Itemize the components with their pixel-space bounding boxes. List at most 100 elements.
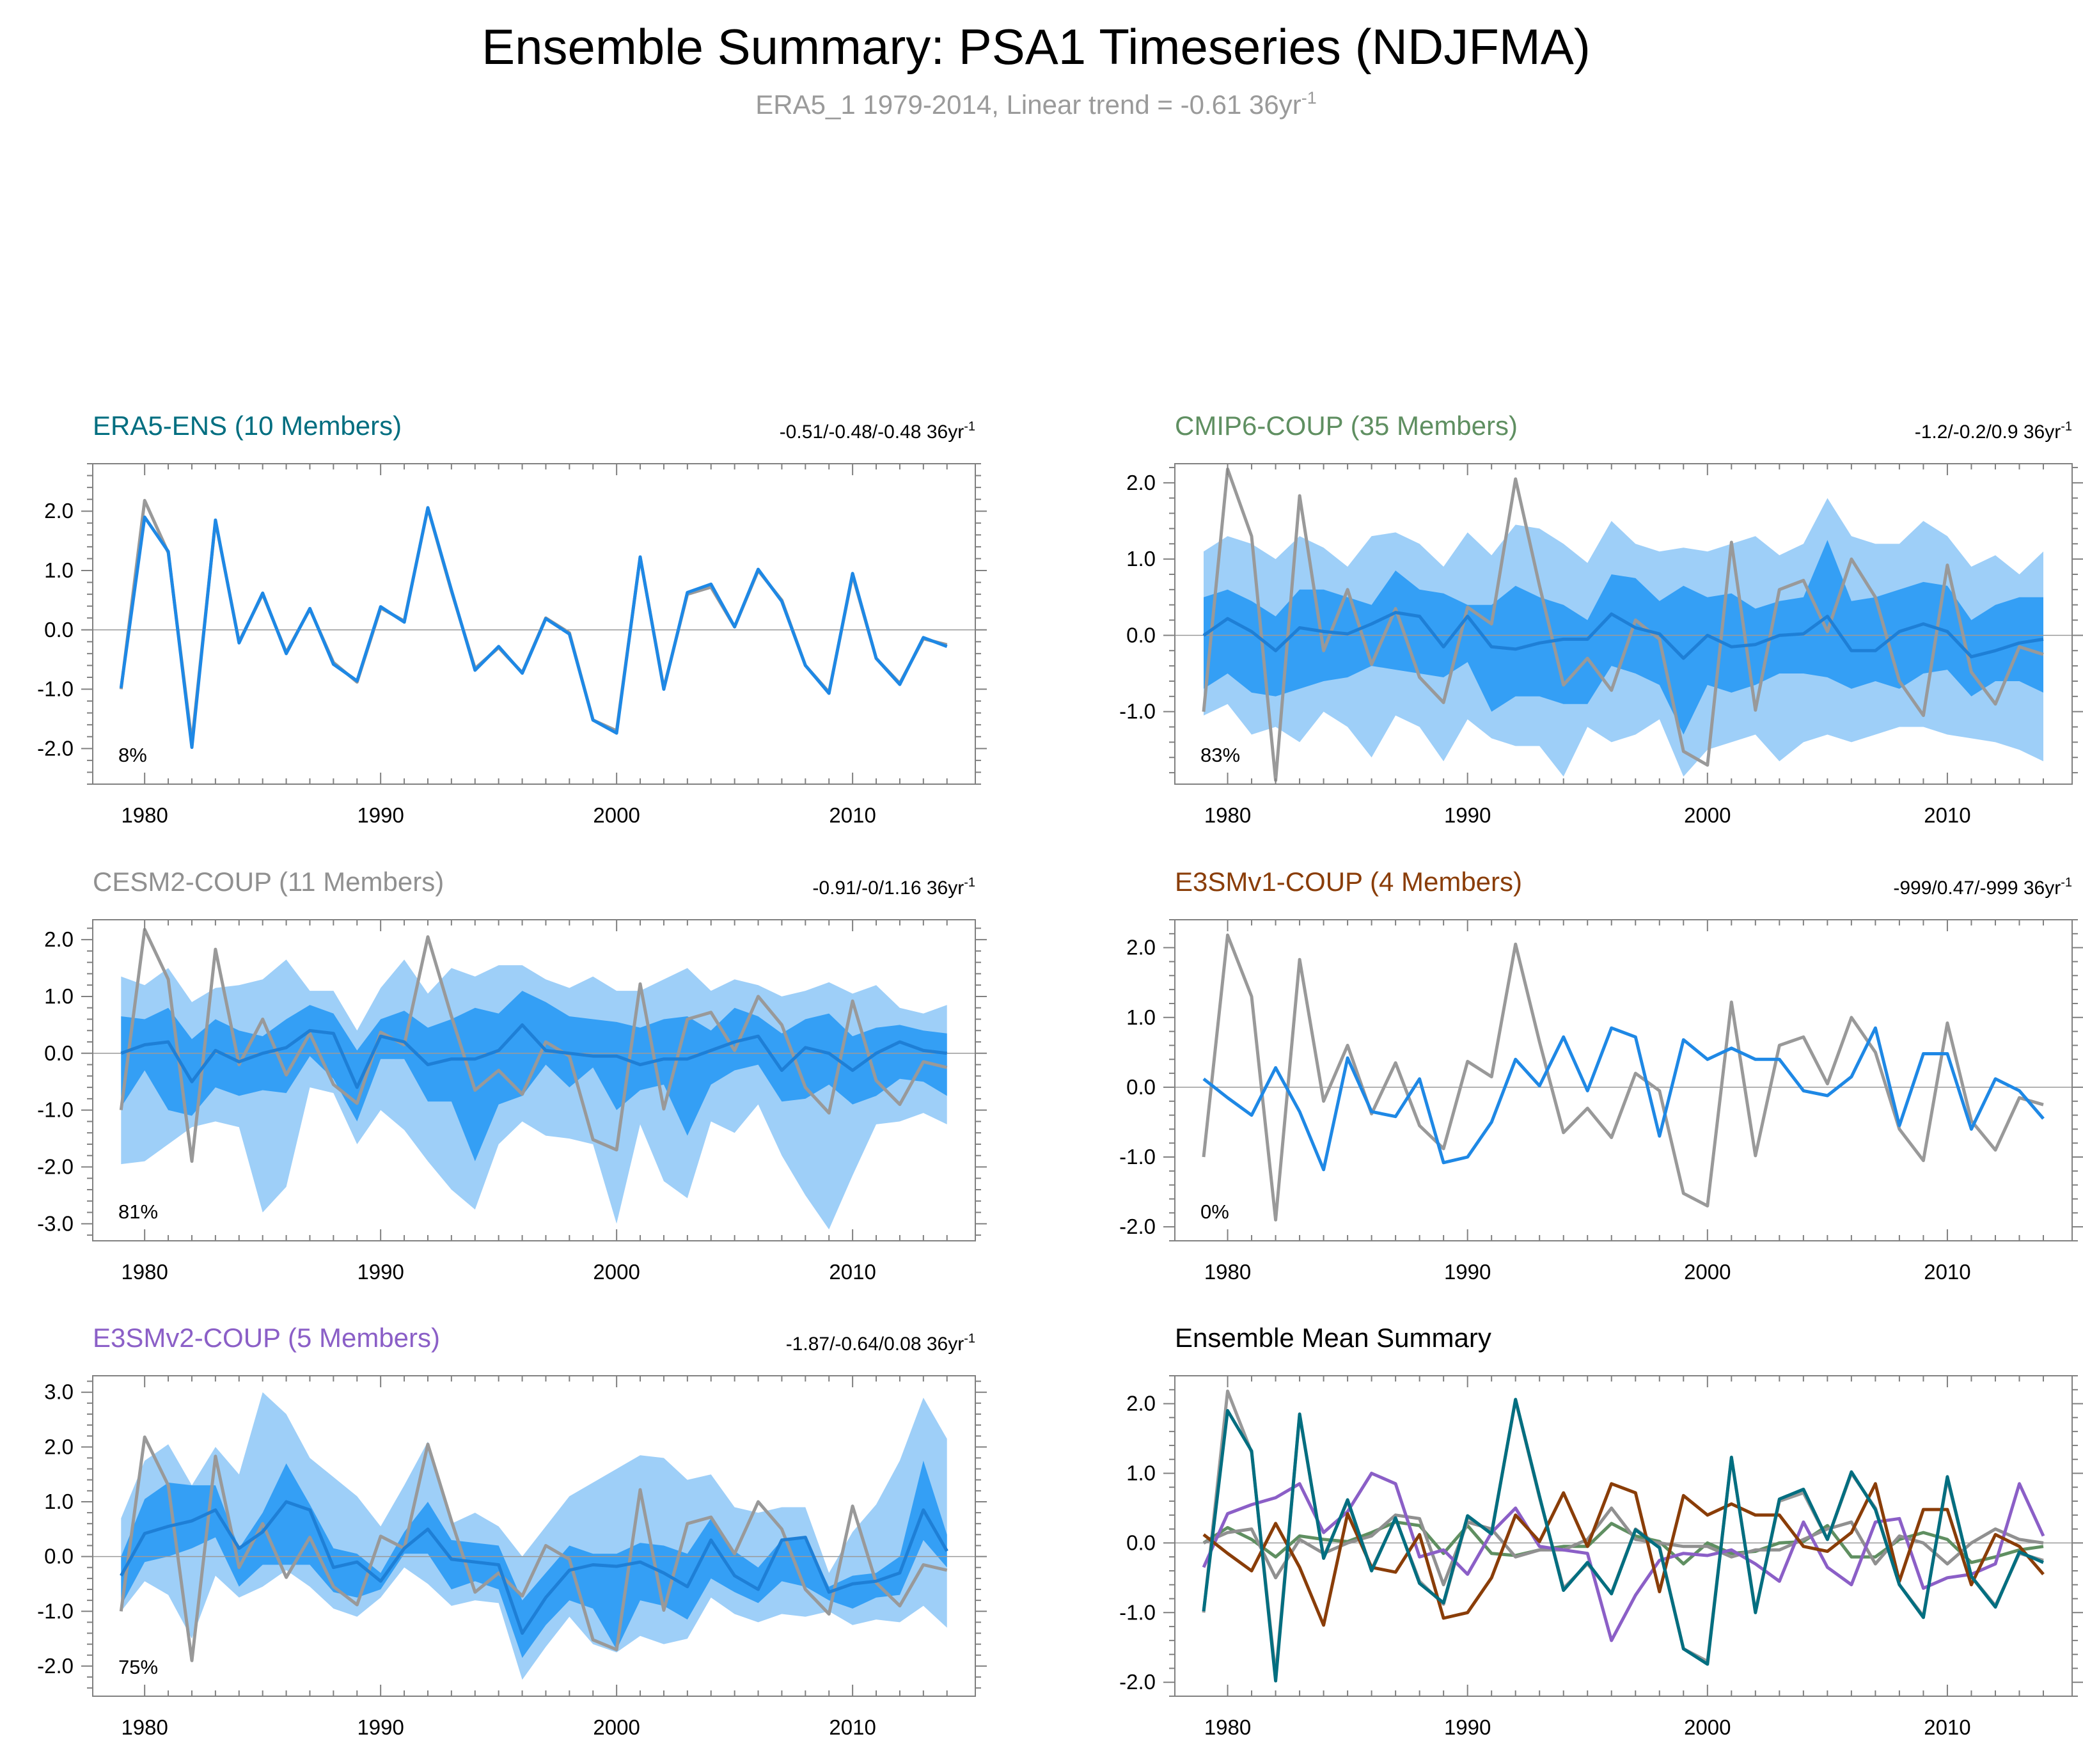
figure-subtitle: ERA5_1 1979-2014, Linear trend = -0.61 3… bbox=[755, 88, 1316, 120]
percent-label: 83% bbox=[1200, 744, 1240, 766]
panel-e3smv1: E3SMv1-COUP (4 Members) -999/0.47/-999 36… bbox=[1119, 867, 2083, 1284]
panel-cmip6: CMIP6-COUP (35 Members) -1.2/-0.2/0.9 36y… bbox=[1119, 411, 2083, 827]
percent-label: 81% bbox=[118, 1201, 158, 1223]
ensemble-mean-line bbox=[120, 1023, 947, 1089]
obs-line bbox=[1202, 467, 2044, 782]
panel-era5: ERA5-ENS (10 Members) -0.51/-0.48/-0.48 3… bbox=[37, 411, 987, 827]
band-inner-25-75 bbox=[121, 1460, 947, 1658]
y-tick-label: 2.0 bbox=[1126, 936, 1156, 959]
y-tick-label: 0.0 bbox=[44, 1545, 74, 1568]
y-tick-label: 0.0 bbox=[44, 618, 74, 642]
trend-text: -999/0.47/-999 36yr bbox=[1893, 878, 2061, 899]
y-tick-label: -1.0 bbox=[1119, 700, 1156, 723]
x-tick-label: 1980 bbox=[121, 1715, 168, 1739]
y-tick-label: 0.0 bbox=[44, 1041, 74, 1065]
y-tick-label: 1.0 bbox=[44, 984, 74, 1008]
figure-subtitle-text: ERA5_1 1979-2014, Linear trend = -0.61 3… bbox=[755, 90, 1301, 120]
x-tick-label: 2000 bbox=[1684, 1715, 1731, 1739]
panel-trend-cmip6: -1.2/-0.2/0.9 36yr-1 bbox=[1915, 420, 2072, 443]
panel-title-cmip6: CMIP6-COUP (35 Members) bbox=[1175, 411, 1518, 441]
y-tick-label: -3.0 bbox=[37, 1211, 74, 1235]
percent-label: 75% bbox=[118, 1656, 158, 1678]
chart-panels: ERA5-ENS (10 Members) -0.51/-0.48/-0.48 3… bbox=[37, 411, 2083, 1739]
y-tick-label: 1.0 bbox=[1126, 547, 1156, 571]
plot-frame bbox=[1174, 1375, 2073, 1697]
y-tick-label: -2.0 bbox=[37, 1654, 74, 1678]
band-outer-10-90 bbox=[121, 1392, 947, 1680]
x-tick-label: 2010 bbox=[1924, 1715, 1970, 1739]
y-tick-label: -1.0 bbox=[37, 1098, 74, 1122]
y-tick-label: 3.0 bbox=[44, 1380, 74, 1404]
y-tick-label: 0.0 bbox=[1126, 623, 1156, 647]
series-line-e3smv2 bbox=[1202, 1472, 2045, 1642]
panel-title-era5: ERA5-ENS (10 Members) bbox=[93, 411, 402, 441]
plot-frame bbox=[92, 463, 976, 785]
x-tick-label: 2000 bbox=[593, 803, 640, 827]
panel-title-summary: Ensemble Mean Summary bbox=[1175, 1323, 1491, 1353]
trend-text: -0.51/-0.48/-0.48 36yr bbox=[780, 421, 964, 443]
band-inner-25-75 bbox=[1204, 540, 2043, 735]
ensemble-mean-line bbox=[119, 506, 948, 749]
figure-subtitle-exponent: -1 bbox=[1301, 88, 1317, 107]
panel-cesm2: CESM2-COUP (11 Members) -0.91/-0/1.16 36y… bbox=[37, 867, 987, 1284]
y-tick-label: 0.0 bbox=[1126, 1075, 1156, 1099]
x-tick-label: 1990 bbox=[357, 1260, 404, 1284]
y-tick-label: 1.0 bbox=[44, 1490, 74, 1513]
y-tick-label: 2.0 bbox=[44, 1435, 74, 1458]
panel-trend-era5: -0.51/-0.48/-0.48 36yr-1 bbox=[780, 420, 975, 443]
panel-summary: Ensemble Mean Summary 1980 1990 2000 2010 2.0… bbox=[1119, 1323, 2083, 1739]
plot-frame bbox=[92, 1375, 976, 1697]
y-tick-label: 1.0 bbox=[1126, 1461, 1156, 1484]
series-line-era5 bbox=[1202, 1398, 2045, 1683]
series-line-cesm2 bbox=[1203, 1506, 2044, 1587]
y-tick-label: 2.0 bbox=[44, 499, 74, 523]
panel-trend-cesm2: -0.91/-0/1.16 36yr-1 bbox=[812, 876, 975, 899]
trend-exponent: -1 bbox=[964, 420, 975, 434]
trend-exponent: -1 bbox=[2061, 876, 2072, 890]
x-tick-label: 1990 bbox=[357, 803, 404, 827]
x-tick-label: 1980 bbox=[1204, 1715, 1251, 1739]
x-tick-label: 1990 bbox=[1444, 1260, 1491, 1284]
y-tick-label: 1.0 bbox=[44, 558, 74, 582]
trend-text: -1.2/-0.2/0.9 36yr bbox=[1915, 421, 2061, 443]
x-tick-label: 2010 bbox=[829, 1260, 876, 1284]
plot-frame bbox=[92, 919, 976, 1241]
x-tick-label: 2000 bbox=[593, 1715, 640, 1739]
y-tick-label: -1.0 bbox=[37, 1599, 74, 1623]
panel-e3smv2: E3SMv2-COUP (5 Members) -1.87/-0.64/0.08 … bbox=[37, 1323, 987, 1739]
panel-title-cesm2: CESM2-COUP (11 Members) bbox=[93, 867, 444, 897]
x-tick-label: 1980 bbox=[1204, 803, 1251, 827]
obs-line bbox=[119, 927, 948, 1163]
panel-title-e3smv1: E3SMv1-COUP (4 Members) bbox=[1175, 867, 1522, 897]
panel-trend-e3smv2: -1.87/-0.64/0.08 36yr-1 bbox=[786, 1332, 975, 1355]
trend-text: -1.87/-0.64/0.08 36yr bbox=[786, 1334, 964, 1355]
trend-exponent: -1 bbox=[2061, 420, 2072, 434]
x-tick-label: 2010 bbox=[829, 1715, 876, 1739]
trend-text: -0.91/-0/1.16 36yr bbox=[812, 878, 964, 899]
figure-title: Ensemble Summary: PSA1 Timeseries (NDJFM… bbox=[482, 19, 1591, 75]
x-tick-label: 2010 bbox=[1924, 803, 1970, 827]
ensemble-mean-line bbox=[1202, 1026, 2045, 1172]
percent-label: 8% bbox=[118, 744, 147, 766]
obs-line bbox=[1202, 933, 2044, 1222]
x-tick-label: 2010 bbox=[829, 803, 876, 827]
y-tick-label: -1.0 bbox=[1119, 1145, 1156, 1169]
y-tick-label: -2.0 bbox=[37, 736, 74, 760]
y-tick-label: 2.0 bbox=[44, 927, 74, 951]
x-tick-label: 2000 bbox=[1684, 803, 1731, 827]
trend-exponent: -1 bbox=[964, 1332, 975, 1346]
ensemble-mean-line bbox=[1202, 611, 2044, 660]
y-tick-label: -1.0 bbox=[37, 677, 74, 701]
y-tick-label: -2.0 bbox=[1119, 1215, 1156, 1238]
trend-exponent: -1 bbox=[964, 876, 975, 890]
panel-trend-e3smv1: -999/0.47/-999 36yr-1 bbox=[1893, 876, 2072, 899]
x-tick-label: 2000 bbox=[593, 1260, 640, 1284]
y-tick-label: -2.0 bbox=[37, 1154, 74, 1178]
percent-label: 0% bbox=[1200, 1201, 1229, 1223]
y-tick-label: 1.0 bbox=[1126, 1005, 1156, 1029]
plot-frame bbox=[1174, 463, 2073, 785]
y-tick-label: 2.0 bbox=[1126, 1392, 1156, 1415]
y-tick-label: -1.0 bbox=[1119, 1600, 1156, 1624]
